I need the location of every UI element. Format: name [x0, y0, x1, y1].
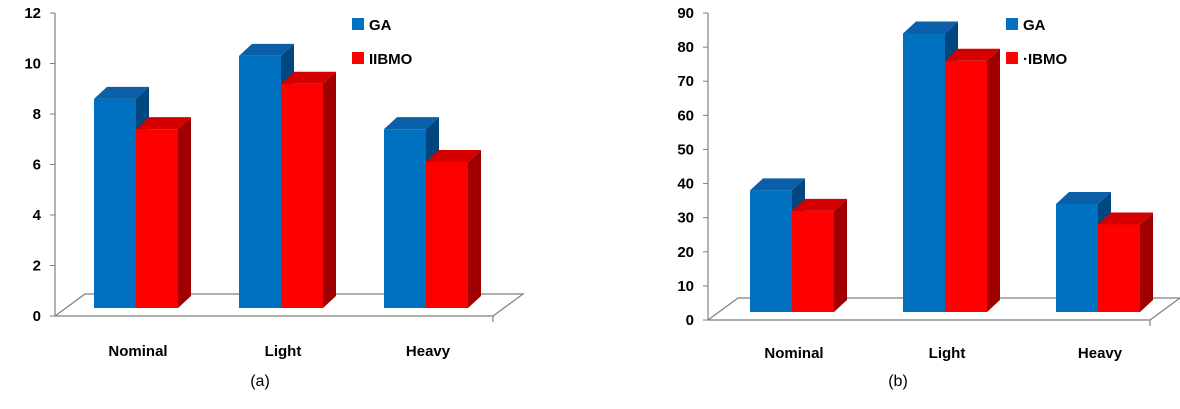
bar-ibmo-nominal — [792, 210, 834, 312]
y-tick-label: 40 — [677, 176, 694, 193]
bar-ga-light — [903, 33, 945, 312]
bar-ga-light — [239, 55, 281, 308]
bar-side-ibmo — [323, 71, 336, 308]
bar-top-ibmo — [792, 198, 847, 211]
bar-ibmo-light — [945, 60, 987, 312]
y-tick-label: 2 — [33, 258, 41, 275]
bar-ibmo-heavy — [426, 161, 468, 308]
y-tick-label: 30 — [677, 210, 694, 227]
bar-ibmo-heavy — [1098, 224, 1140, 312]
bar-top-ibmo — [1098, 212, 1153, 225]
bar-ga-nominal — [750, 190, 792, 312]
y-tick-label: 12 — [24, 5, 41, 22]
bar-side-ibmo — [1140, 212, 1153, 312]
legend-swatch-ga — [352, 18, 364, 30]
legend-label-ga: GA — [1023, 17, 1046, 34]
y-tick-label: 10 — [24, 56, 41, 73]
panel-label-a: (a) — [250, 373, 270, 390]
panel-label-b: (b) — [888, 373, 908, 390]
y-tick-label: 60 — [677, 107, 694, 124]
bar-side-ibmo — [178, 117, 191, 309]
chart-b-svg: 0 10 20 30 40 50 60 70 80 90 Nominal Light Heavy GA ·I… — [677, 5, 1180, 362]
chart-panel-b: 0 10 20 30 40 50 60 70 80 90 Nominal Light Heavy GA ·I… — [590, 0, 1180, 409]
y-tick-label: 10 — [677, 278, 694, 295]
x-tick-label: Light — [929, 345, 966, 362]
bar-top-ibmo — [281, 71, 336, 84]
y-tick-label: 8 — [33, 106, 41, 123]
legend-label-ga: GA — [369, 17, 392, 34]
bar-side-ibmo — [834, 198, 847, 312]
y-tick-label: 70 — [677, 73, 694, 90]
bar-side-ibmo — [468, 149, 481, 308]
chart-floor — [707, 297, 1180, 321]
legend-swatch-ibmo — [1006, 52, 1018, 64]
chart-a-svg: 0 2 4 6 8 10 12 Nominal Light Heavy GA IIBMO — [24, 5, 525, 360]
x-tick-label: Nominal — [108, 343, 167, 360]
x-tick-label: Heavy — [406, 343, 451, 360]
bar-ga-heavy — [1056, 204, 1098, 312]
legend-swatch-ga — [1006, 18, 1018, 30]
bar-top-ga — [239, 43, 294, 56]
bar-side-ibmo — [987, 48, 1000, 312]
bar-top-ga — [94, 86, 149, 99]
y-tick-label: 80 — [677, 39, 694, 56]
y-tick-label: 0 — [33, 308, 41, 325]
y-tick-label: 4 — [33, 207, 42, 224]
bar-top-ga — [750, 178, 805, 191]
chart-floor — [54, 293, 525, 317]
bar-top-ga — [1056, 192, 1111, 205]
bar-ga-nominal — [94, 98, 136, 308]
y-tick-label: 20 — [677, 244, 694, 261]
y-tick-label: 0 — [686, 312, 694, 329]
legend-label-ibmo: IIBMO — [369, 51, 413, 68]
bar-top-ga — [903, 21, 958, 34]
x-tick-label: Light — [265, 343, 302, 360]
bar-top-ibmo — [945, 48, 1000, 61]
y-tick-label: 90 — [677, 5, 694, 22]
y-tick-label: 50 — [677, 141, 694, 158]
x-tick-label: Heavy — [1078, 345, 1123, 362]
legend-label-ibmo: ·IBMO — [1023, 51, 1067, 68]
y-tick-label: 6 — [33, 157, 41, 174]
bar-top-ibmo — [426, 149, 481, 162]
bar-ga-heavy — [384, 129, 426, 308]
bar-ibmo-nominal — [136, 129, 178, 308]
chart-panel-a: 0 2 4 6 8 10 12 Nominal Light Heavy GA IIBMO (a) — [24, 5, 525, 390]
x-tick-label: Nominal — [764, 345, 823, 362]
legend-swatch-ibmo — [352, 52, 364, 64]
bar-top-ibmo — [136, 117, 191, 130]
bar-top-ga — [384, 117, 439, 130]
bar-ibmo-light — [281, 83, 323, 308]
